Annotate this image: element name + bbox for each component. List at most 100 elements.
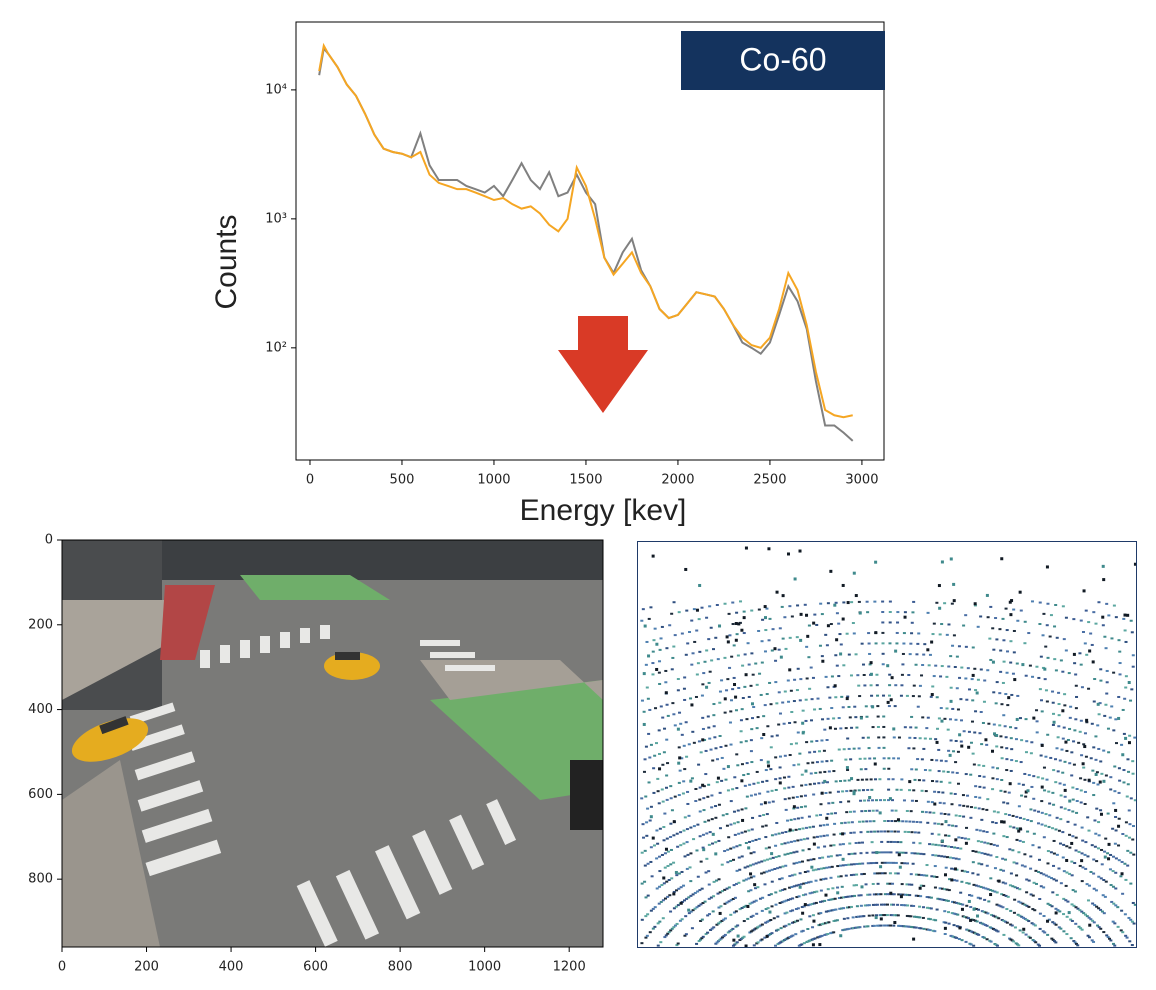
lidar-point <box>935 740 939 744</box>
lidar-point <box>1126 783 1130 786</box>
lidar-point <box>886 820 890 823</box>
lidar-point <box>875 914 879 917</box>
lidar-point <box>795 884 799 887</box>
lidar-point <box>868 820 872 823</box>
lidar-point <box>966 929 970 932</box>
lidar-point <box>672 820 676 824</box>
lidar-point <box>971 646 975 649</box>
lidar-point <box>764 629 768 632</box>
lidar-point <box>684 567 688 571</box>
lidar-point <box>698 786 702 789</box>
lidar-point <box>672 907 676 910</box>
lidar-point <box>736 809 740 812</box>
lidar-point <box>701 738 705 742</box>
lidar-point <box>660 884 664 887</box>
lidar-point <box>832 931 836 934</box>
lidar-point <box>729 710 733 713</box>
lidar-point <box>819 813 823 816</box>
lidar-point <box>818 900 822 903</box>
lidar-point <box>711 832 715 836</box>
lidar-point <box>1089 632 1093 635</box>
lidar-point <box>664 847 668 851</box>
lidar-point <box>1113 842 1117 845</box>
lidar-point <box>1092 794 1096 797</box>
lidar-point <box>714 636 718 639</box>
lidar-point <box>1031 675 1035 678</box>
lidar-point <box>707 883 711 886</box>
lidar-point <box>1026 830 1030 833</box>
lidar-point <box>940 719 944 723</box>
lidar-point <box>658 855 662 858</box>
lidar-point <box>879 830 883 833</box>
lidar-point <box>661 716 665 719</box>
lidar-point <box>640 797 644 800</box>
lidar-point <box>692 741 696 744</box>
lidar-point <box>789 689 793 692</box>
lidar-point <box>931 929 935 932</box>
lidar-point <box>944 820 948 824</box>
lidar-point <box>1036 943 1040 946</box>
lidar-point <box>871 705 875 709</box>
lidar-point <box>956 847 960 850</box>
lidar-point <box>760 661 764 664</box>
lidar-point <box>898 851 902 854</box>
lidar-point <box>783 842 787 845</box>
lidar-point <box>920 789 924 792</box>
lidar-point <box>1083 732 1087 735</box>
lidar-point <box>1070 874 1074 877</box>
lidar-point <box>942 899 946 902</box>
lidar-point <box>1066 900 1070 903</box>
lidar-point <box>726 861 730 864</box>
lidar-point <box>703 738 707 741</box>
lidar-point <box>1092 611 1096 614</box>
lidar-point <box>1069 918 1073 921</box>
lidar-point <box>792 764 796 767</box>
lidar-point <box>1042 873 1046 876</box>
lidar-point <box>683 698 687 701</box>
lidar-point <box>694 787 698 790</box>
lidar-point <box>669 910 673 913</box>
lidar-point <box>1054 941 1058 944</box>
lidar-point <box>858 926 862 929</box>
lidar-point <box>664 786 668 789</box>
lidar-point <box>858 862 862 865</box>
lidar-point <box>656 777 660 780</box>
lidar-point <box>1108 868 1112 871</box>
lidar-point <box>719 746 723 749</box>
lidar-point <box>1046 656 1050 659</box>
lidar-point <box>938 898 942 901</box>
lidar-point <box>837 897 841 900</box>
lidar-point <box>887 694 891 697</box>
lidar-point <box>742 879 746 882</box>
lidar-point <box>793 873 797 876</box>
lidar-point <box>1086 855 1090 858</box>
lidar-point <box>776 915 780 918</box>
lidar-point <box>1042 836 1046 839</box>
lidar-point <box>1052 803 1056 806</box>
lidar-point <box>1091 919 1095 922</box>
lidar-point <box>778 627 782 630</box>
lidar-point <box>787 797 791 800</box>
lidar-point <box>916 852 920 855</box>
lidar-point <box>715 923 719 926</box>
lidar-point <box>646 913 650 916</box>
lidar-point <box>1111 870 1115 873</box>
lidar-point <box>808 687 812 690</box>
lidar-point <box>892 893 896 896</box>
lidar-point <box>940 887 944 890</box>
lidar-point <box>948 781 952 784</box>
lidar-point <box>1078 652 1082 655</box>
lidar-point <box>795 689 799 692</box>
lidar-point <box>841 790 845 793</box>
lidar-point <box>664 691 668 695</box>
lidar-point <box>758 814 762 817</box>
lidar-point <box>930 758 934 761</box>
lidar-point <box>865 820 869 823</box>
lidar-point <box>882 736 886 739</box>
lidar-point <box>969 943 973 946</box>
lidar-point <box>893 840 897 843</box>
lidar-point <box>860 915 864 918</box>
lidar-point <box>1046 933 1050 936</box>
lidar-point <box>870 841 874 844</box>
lidar-point <box>1010 599 1014 603</box>
